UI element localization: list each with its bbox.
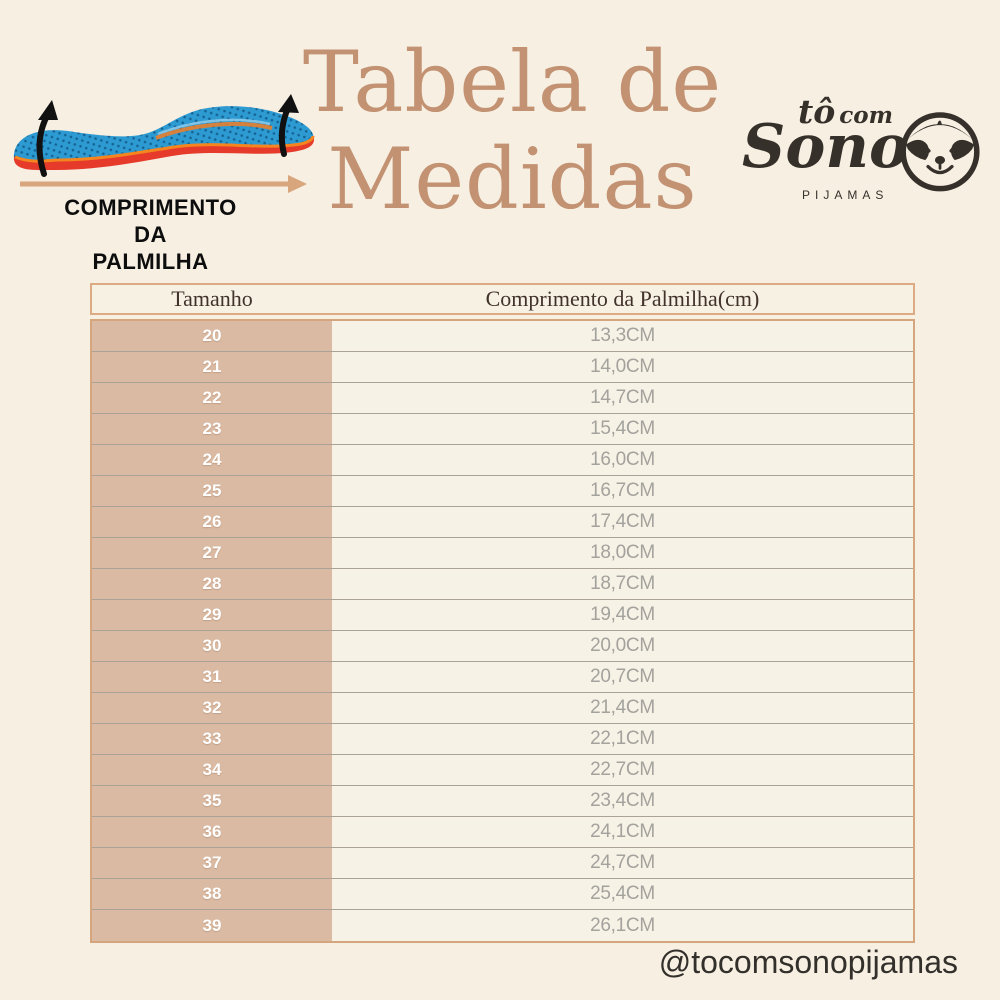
size-cell: 34: [92, 755, 332, 785]
length-cell: 16,7CM: [332, 476, 913, 506]
label-line: COMPRIMENTO: [64, 195, 237, 220]
sloth-icon: [900, 112, 980, 192]
instagram-handle: @tocomsonopijamas: [658, 944, 958, 980]
insole-arch-highlight: [157, 118, 271, 136]
table-row: 36 24,1CM: [92, 817, 913, 848]
length-cell: 20,0CM: [332, 631, 913, 661]
logo-sono: Sono: [742, 112, 909, 182]
length-cell: 15,4CM: [332, 414, 913, 444]
size-cell: 38: [92, 879, 332, 909]
size-cell: 22: [92, 383, 332, 413]
length-cell: 13,3CM: [332, 321, 913, 351]
table-row: 30 20,0CM: [92, 631, 913, 662]
length-cell: 18,7CM: [332, 569, 913, 599]
page-title: Tabela de Medidas: [285, 33, 740, 229]
table-row: 34 22,7CM: [92, 755, 913, 786]
table-row: 33 22,1CM: [92, 724, 913, 755]
size-cell: 26: [92, 507, 332, 537]
length-cell: 21,4CM: [332, 693, 913, 723]
size-cell: 23: [92, 414, 332, 444]
table-row: 24 16,0CM: [92, 445, 913, 476]
heel-arrow-icon: [36, 100, 58, 177]
table-row: 31 20,7CM: [92, 662, 913, 693]
length-cell: 19,4CM: [332, 600, 913, 630]
size-cell: 35: [92, 786, 332, 816]
table-row: 26 17,4CM: [92, 507, 913, 538]
table-row: 37 24,7CM: [92, 848, 913, 879]
length-cell: 22,7CM: [332, 755, 913, 785]
length-cell: 14,0CM: [332, 352, 913, 382]
length-arrow-icon: [20, 175, 307, 193]
size-table: 20 13,3CM 21 14,0CM 22 14,7CM 23 15,4CM 24 16,0CM…: [90, 319, 915, 943]
table-row: 29 19,4CM: [92, 600, 913, 631]
size-cell: 28: [92, 569, 332, 599]
size-cell: 29: [92, 600, 332, 630]
table-row: 25 16,7CM: [92, 476, 913, 507]
size-cell: 39: [92, 910, 332, 941]
length-cell: 24,1CM: [332, 817, 913, 847]
size-cell: 24: [92, 445, 332, 475]
logo-to-com: tô com: [798, 92, 893, 131]
logo-com: com: [839, 102, 893, 129]
title-line-1: Tabela de: [302, 33, 723, 131]
size-cell: 32: [92, 693, 332, 723]
logo-pijamas: PIJAMAS: [802, 188, 889, 202]
header-size: Tamanho: [171, 286, 253, 311]
length-cell: 26,1CM: [332, 910, 913, 941]
length-cell: 16,0CM: [332, 445, 913, 475]
insole-arch-stripe: [155, 121, 273, 140]
length-cell: 25,4CM: [332, 879, 913, 909]
size-cell: 30: [92, 631, 332, 661]
toe-arrow-icon: [278, 94, 299, 157]
label-line: DA: [134, 221, 167, 247]
table-row: 21 14,0CM: [92, 352, 913, 383]
length-cell: 17,4CM: [332, 507, 913, 537]
table-row: 35 23,4CM: [92, 786, 913, 817]
length-cell: 23,4CM: [332, 786, 913, 816]
logo-to: tô: [798, 92, 836, 131]
insole-seam: [14, 135, 315, 163]
size-cell: 21: [92, 352, 332, 382]
table-header: Tamanho Comprimento da Palmilha(cm): [90, 283, 915, 315]
label-line: PALMILHA: [92, 248, 209, 274]
title-line-2: Medidas: [327, 130, 698, 229]
header-length: Comprimento da Palmilha(cm): [485, 286, 760, 311]
length-cell: 14,7CM: [332, 383, 913, 413]
length-cell: 22,1CM: [332, 724, 913, 754]
table-row: 28 18,7CM: [92, 569, 913, 600]
size-cell: 36: [92, 817, 332, 847]
size-cell: 31: [92, 662, 332, 692]
brand-logo: tô com Sono PIJAMAS: [742, 92, 987, 212]
insole-illustration: [13, 94, 315, 193]
table-row: 38 25,4CM: [92, 879, 913, 910]
table-row: 22 14,7CM: [92, 383, 913, 414]
insole-figure: COMPRIMENTO DA PALMILHA: [8, 88, 324, 275]
length-cell: 20,7CM: [332, 662, 913, 692]
length-cell: 24,7CM: [332, 848, 913, 878]
size-cell: 25: [92, 476, 332, 506]
size-cell: 33: [92, 724, 332, 754]
size-cell: 20: [92, 321, 332, 351]
size-cell: 37: [92, 848, 332, 878]
table-row: 39 26,1CM: [92, 910, 913, 941]
table-row: 23 15,4CM: [92, 414, 913, 445]
insole-length-label: COMPRIMENTO DA PALMILHA: [8, 195, 293, 275]
size-cell: 27: [92, 538, 332, 568]
table-row: 32 21,4CM: [92, 693, 913, 724]
table-row: 20 13,3CM: [92, 321, 913, 352]
length-cell: 18,0CM: [332, 538, 913, 568]
table-row: 27 18,0CM: [92, 538, 913, 569]
